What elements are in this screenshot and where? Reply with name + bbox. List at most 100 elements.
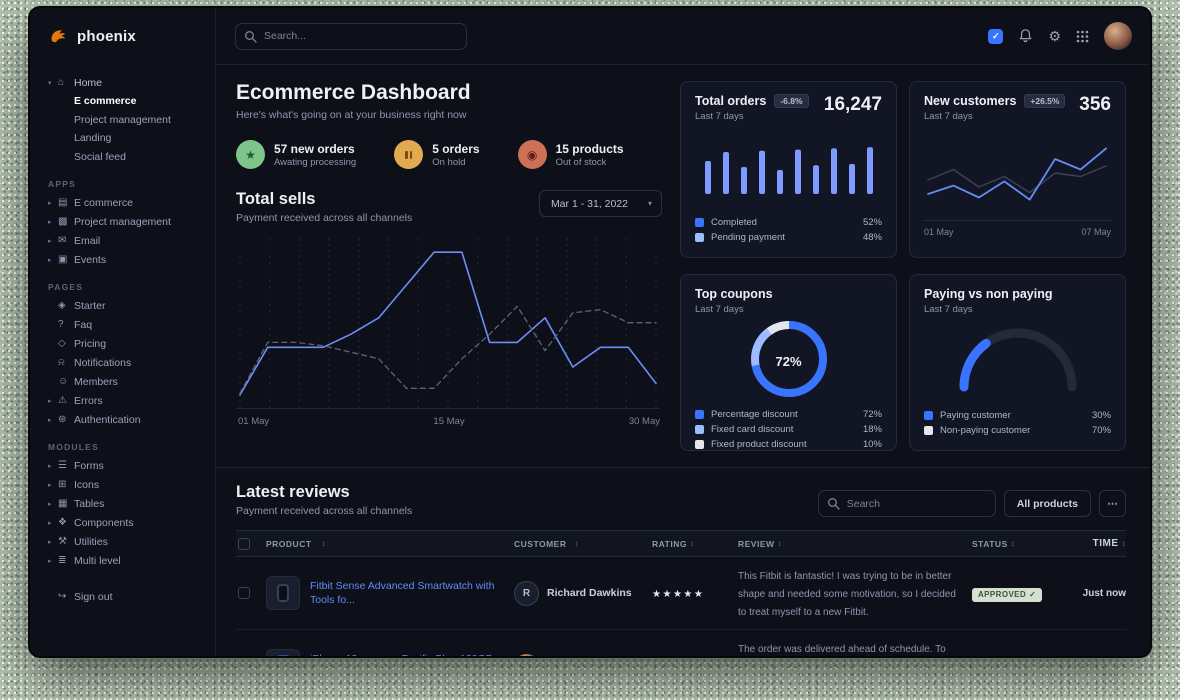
sidebar-item-multi-level[interactable]: ▸ ≣ Multi level (48, 554, 121, 567)
row-checkbox[interactable] (238, 587, 250, 599)
nav-group-pages: PAGES (48, 282, 84, 292)
sort-icon[interactable]: ↕ (777, 539, 783, 548)
sidebar-item-tables[interactable]: ▸ ▦ Tables (48, 497, 105, 510)
change-badge: -6.8% (774, 94, 809, 108)
search-icon (827, 498, 840, 510)
stat-out-of-stock: ◉ 15 products Out of stock (517, 140, 624, 169)
tools-icon: ⚒ (58, 536, 67, 547)
page-title: Ecommerce Dashboard (236, 81, 471, 104)
select-all-checkbox[interactable] (238, 537, 250, 550)
forms-icon: ☰ (58, 460, 67, 471)
product-thumbnail (266, 649, 300, 656)
sidebar-item-icons[interactable]: ▸ ⊞ Icons (48, 478, 100, 491)
top-navbar: ✓ ⚙ (215, 8, 1150, 65)
sign-out-icon: ↪ (58, 591, 67, 602)
sidebar: phoenix ▾ ⌂ Home E commerce Project mana… (30, 8, 216, 656)
section-divider (216, 467, 1150, 468)
sidebar-item-authentication[interactable]: ▸ ⊛ Authentication (48, 413, 141, 426)
rating-stars: ★★★★★ (652, 589, 705, 600)
sidebar-item-utilities[interactable]: ▸ ⚒ Utilities (48, 535, 108, 548)
total-sells-title: Total sells (236, 190, 316, 208)
paying-vs-nonpaying-card: Paying vs non paying Last 7 days Paying … (909, 274, 1126, 451)
compass-icon: ◈ (58, 300, 66, 311)
product-link[interactable]: iPhone 13 pro max-Pacific Blue-128GB sto… (310, 652, 506, 656)
chevron-right-icon: ▸ (48, 519, 52, 527)
review-time: Just now (1082, 587, 1126, 599)
top-coupons-card: Top coupons Last 7 days 72% Percentage d… (680, 274, 897, 451)
review-text: This Fitbit is fantastic! I was trying t… (738, 571, 956, 618)
sort-icon[interactable]: ↕ (321, 539, 327, 548)
sidebar-item-pricing[interactable]: ◇ Pricing (58, 337, 107, 350)
date-range-select[interactable]: Mar 1 - 31, 2022 ▾ (538, 190, 662, 217)
new-customers-x-axis: 01 May 07 May (924, 220, 1111, 237)
review-row: iPhone 13 pro max-Pacific Blue-128GB sto… (236, 630, 1126, 656)
stat-on-hold: 5 orders On hold (394, 140, 480, 169)
mail-icon: ✉ (58, 235, 67, 246)
phoenix-logo-icon (51, 30, 66, 43)
sort-icon[interactable]: ↕ (574, 539, 579, 548)
sidebar-item-events[interactable]: ▸ ▣ Events (48, 253, 107, 266)
review-row: Fitbit Sense Advanced Smartwatch with To… (236, 557, 1126, 630)
cart-icon: ▤ (58, 197, 68, 208)
lock-icon: ⊛ (58, 414, 67, 425)
sidebar-nav: ▾ ⌂ Home E commerce Project management L… (30, 65, 215, 656)
legend-swatch (924, 426, 933, 435)
total-sells-x-axis: 01 May 15 May 30 May (238, 416, 660, 427)
sort-icon[interactable]: ↕ (1121, 539, 1126, 548)
search-icon (245, 30, 257, 43)
sidebar-item-errors[interactable]: ▸ ⚠ Errors (48, 394, 103, 407)
stats-row: ★ 57 new orders Awating processing 5 orde… (236, 140, 662, 169)
sidebar-item-home[interactable]: ▾ ⌂ Home (48, 76, 103, 89)
chevron-right-icon: ▸ (48, 199, 52, 207)
sidebar-item-forms[interactable]: ▸ ☰ Forms (48, 459, 104, 472)
sign-out-button[interactable]: ↪ Sign out (58, 590, 113, 603)
sidebar-item-apps-project-management[interactable]: ▸ ▩ Project management (48, 215, 171, 228)
chevron-right-icon: ▸ (48, 416, 52, 424)
reviews-title: Latest reviews (236, 483, 350, 501)
sidebar-item-email[interactable]: ▸ ✉ Email (48, 234, 101, 247)
sort-icon[interactable]: ↕ (689, 539, 695, 548)
total-orders-card: Total orders -6.8% Last 7 days 16,247 Co… (680, 81, 897, 258)
chevron-right-icon: ▸ (48, 397, 52, 405)
icons-grid-icon: ⊞ (58, 479, 67, 490)
sidebar-item-landing[interactable]: Landing (74, 132, 112, 145)
gear-icon[interactable]: ⚙ (1048, 28, 1061, 44)
sidebar-item-social-feed[interactable]: Social feed (74, 150, 126, 163)
sort-icon[interactable]: ↕ (1010, 539, 1016, 548)
chevron-right-icon: ▸ (48, 481, 52, 489)
total-orders-chart (704, 132, 873, 199)
customer-avatar (514, 653, 539, 656)
apps-grid-icon[interactable] (1076, 30, 1089, 43)
product-link[interactable]: Fitbit Sense Advanced Smartwatch with To… (310, 579, 495, 606)
bell-icon[interactable] (1018, 28, 1033, 44)
out-of-stock-icon: ◉ (517, 140, 547, 169)
all-products-filter[interactable]: All products (1003, 490, 1091, 517)
new-customers-card: New customers +26.5% Last 7 days 356 01 … (909, 81, 1126, 258)
nav-group-apps: APPS (48, 179, 76, 189)
users-icon: ☺ (58, 376, 69, 387)
sidebar-item-project-management[interactable]: Project management (74, 113, 171, 126)
check-toggle-icon[interactable]: ✓ (988, 28, 1004, 44)
search-input[interactable] (235, 22, 467, 50)
sidebar-item-components[interactable]: ▸ ❖ Components (48, 516, 134, 529)
legend-swatch (695, 233, 704, 242)
reviews-search-input[interactable] (817, 490, 996, 517)
sidebar-item-faq[interactable]: ? Faq (58, 318, 93, 331)
sidebar-item-apps-ecommerce[interactable]: ▸ ▤ E commerce (48, 196, 133, 209)
sidebar-item-members[interactable]: ☺ Members (58, 375, 118, 388)
chevron-right-icon: ▸ (48, 218, 52, 226)
calendar-icon: ▣ (58, 254, 68, 265)
chevron-right-icon: ▸ (48, 462, 52, 470)
app-logo[interactable]: phoenix (30, 8, 215, 65)
review-text: The order was delivered ahead of schedul… (738, 644, 946, 655)
chevron-down-icon: ▾ (48, 79, 52, 87)
user-avatar[interactable] (1104, 22, 1132, 50)
sidebar-item-notifications[interactable]: ⍾ Notifications (58, 356, 132, 369)
sidebar-item-e-commerce[interactable]: E commerce (74, 95, 137, 108)
stat-new-orders: ★ 57 new orders Awating processing (236, 140, 356, 169)
nav-group-modules: MODULES (48, 442, 99, 452)
new-customers-value: 356 (1079, 94, 1111, 115)
sidebar-item-starter[interactable]: ◈ Starter (58, 299, 106, 312)
more-options-button[interactable]: ⋯ (1099, 490, 1126, 517)
donut-center-label: 72% (775, 354, 802, 369)
